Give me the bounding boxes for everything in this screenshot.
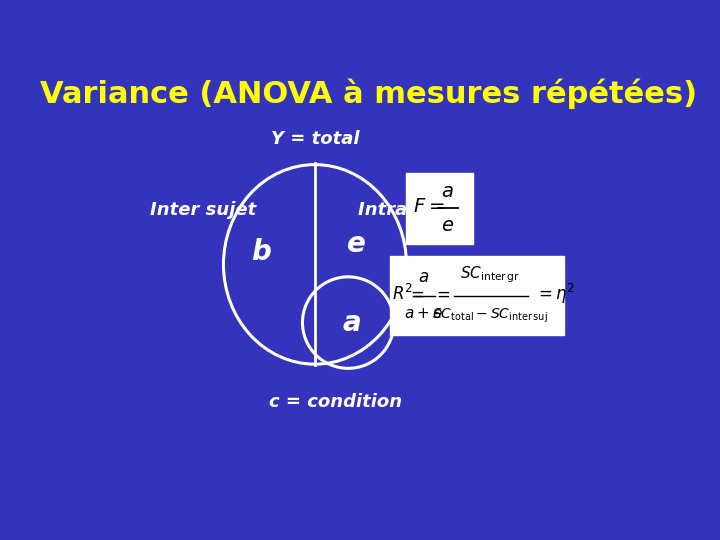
Text: a: a — [343, 308, 361, 336]
Text: c = condition: c = condition — [269, 393, 402, 410]
Text: Intra sujet: Intra sujet — [358, 201, 464, 219]
Text: b: b — [251, 238, 271, 266]
FancyBboxPatch shape — [390, 256, 564, 335]
Text: Inter sujet: Inter sujet — [150, 201, 256, 219]
Text: Variance (ANOVA à mesures répétées): Variance (ANOVA à mesures répétées) — [40, 79, 698, 109]
Text: Y = total: Y = total — [271, 130, 359, 148]
FancyBboxPatch shape — [406, 173, 473, 244]
Text: e: e — [347, 230, 366, 258]
